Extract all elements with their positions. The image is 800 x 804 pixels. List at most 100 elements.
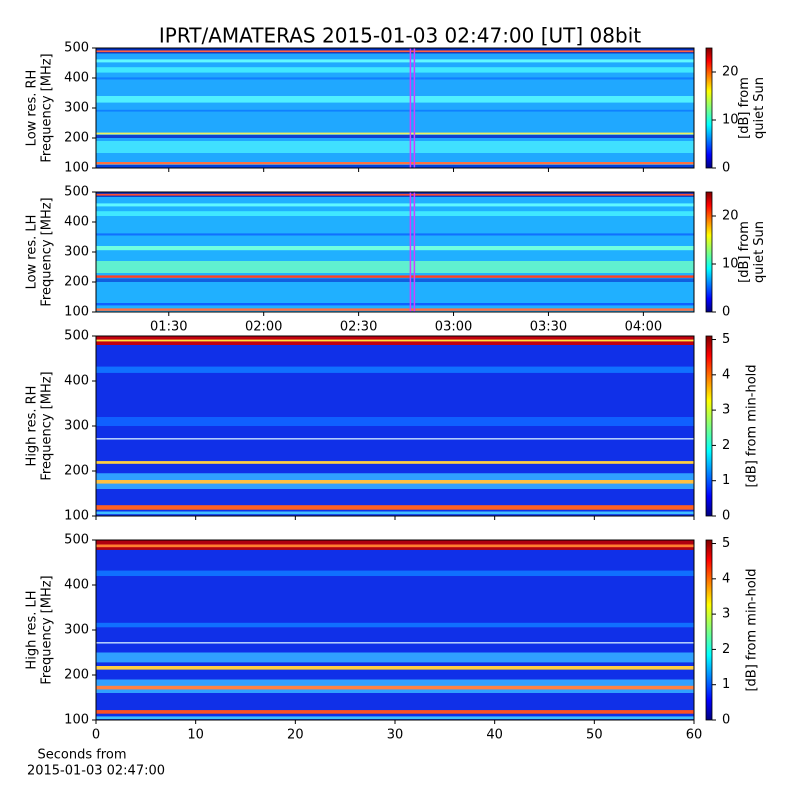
heatmap-band xyxy=(96,308,694,311)
heatmap-band xyxy=(96,570,694,576)
heatmap-band xyxy=(96,622,694,628)
heatmap-background xyxy=(96,192,694,312)
y-tick-label: 300 xyxy=(64,419,89,434)
x-tick-label: 01:30 xyxy=(150,320,187,335)
x-tick-label: 60 xyxy=(686,728,703,743)
heatmap-band xyxy=(96,67,694,73)
colorbar xyxy=(705,47,713,169)
heatmap-band xyxy=(96,275,694,278)
y-tick-label: 500 xyxy=(64,533,89,548)
y-axis-label: Frequency [MHz] xyxy=(40,53,55,162)
heatmap-band xyxy=(96,203,694,207)
colorbar-tick-label: 1 xyxy=(722,473,730,488)
y-tick-label: 500 xyxy=(64,329,89,344)
colorbar xyxy=(705,539,713,721)
x-axis-label: 2015-01-03 02:47:00 xyxy=(27,764,165,779)
colorbar-tick-label: 0 xyxy=(722,509,730,524)
heatmap-band xyxy=(96,544,694,548)
y-tick-label: 100 xyxy=(64,305,89,320)
colorbar-label: [dB] from xyxy=(737,77,752,139)
heatmap-band xyxy=(96,132,694,135)
colorbar-tick-label: 10 xyxy=(722,257,739,272)
heatmap-band xyxy=(96,480,694,484)
y-tick-label: 100 xyxy=(64,509,89,524)
y-tick-label: 500 xyxy=(64,41,89,56)
colorbar-tick-label: 1 xyxy=(722,677,730,692)
heatmap-band xyxy=(96,710,694,714)
heatmap-band xyxy=(96,505,694,510)
y-tick-label: 300 xyxy=(64,623,89,638)
y-tick-label: 100 xyxy=(64,713,89,728)
y-tick-label: 500 xyxy=(64,185,89,200)
x-tick-label: 20 xyxy=(287,728,304,743)
colorbar-tick-label: 2 xyxy=(722,642,730,657)
colorbar-tick-label: 5 xyxy=(722,332,730,347)
y-tick-label: 200 xyxy=(64,275,89,290)
heatmap-band xyxy=(96,162,694,165)
y-tick-label: 400 xyxy=(64,578,89,593)
x-tick-label: 03:30 xyxy=(530,320,567,335)
colorbar-tick-label: 0 xyxy=(722,713,730,728)
y-axis-label: Low res. RH xyxy=(25,70,40,147)
colorbar-label: [dB] from xyxy=(737,221,752,283)
heatmap-band xyxy=(96,417,694,426)
colorbar-tick-label: 20 xyxy=(722,209,739,224)
heatmap-band xyxy=(96,233,694,236)
heatmap-band xyxy=(96,77,694,80)
y-axis-label: High res. LH xyxy=(25,590,40,669)
y-axis-label: Low res. LH xyxy=(25,215,40,290)
y-tick-label: 200 xyxy=(64,668,89,683)
heatmap-band xyxy=(96,59,694,63)
colorbar-label: quiet Sun xyxy=(752,221,767,283)
heatmap-band xyxy=(96,96,694,103)
heatmap-band xyxy=(96,165,694,168)
y-tick-label: 400 xyxy=(64,71,89,86)
heatmap-band xyxy=(96,193,694,196)
heatmap-band xyxy=(96,685,694,690)
heatmap-band xyxy=(96,511,694,515)
heatmap-band xyxy=(96,303,694,306)
heatmap-band xyxy=(96,666,694,670)
colorbar-tick-label: 3 xyxy=(722,403,730,418)
colorbar-tick-label: 5 xyxy=(722,536,730,551)
heatmap-band xyxy=(96,109,694,112)
colorbar-label: [dB] from min-hold xyxy=(745,364,760,487)
heatmap-band xyxy=(96,652,694,663)
figure-title: IPRT/AMATERAS 2015-01-03 02:47:00 [UT] 0… xyxy=(159,24,641,48)
colorbar-tick-label: 0 xyxy=(722,161,730,176)
y-tick-label: 300 xyxy=(64,101,89,116)
y-axis-label: Frequency [MHz] xyxy=(40,197,55,306)
x-tick-label: 03:00 xyxy=(435,320,472,335)
x-tick-label: 10 xyxy=(187,728,204,743)
y-tick-label: 200 xyxy=(64,131,89,146)
x-tick-label: 50 xyxy=(586,728,603,743)
colorbar-tick-label: 3 xyxy=(722,607,730,622)
heatmap-band xyxy=(96,50,694,53)
x-tick-label: 02:00 xyxy=(245,320,282,335)
heatmap-band xyxy=(96,278,694,282)
y-tick-label: 400 xyxy=(64,215,89,230)
colorbar-tick-label: 20 xyxy=(722,65,739,80)
colorbar xyxy=(705,191,713,313)
x-tick-label: 0 xyxy=(92,728,100,743)
colorbar-tick-label: 2 xyxy=(722,438,730,453)
heatmap-band xyxy=(96,261,694,273)
x-tick-label: 30 xyxy=(387,728,404,743)
y-tick-label: 400 xyxy=(64,374,89,389)
y-axis-label: Frequency [MHz] xyxy=(40,371,55,480)
colorbar-label: [dB] from min-hold xyxy=(745,568,760,691)
heatmap-band xyxy=(96,246,694,251)
heatmap-band xyxy=(96,716,694,720)
heatmap-band xyxy=(96,366,694,373)
heatmap-band xyxy=(96,642,694,644)
heatmap-band xyxy=(96,461,694,464)
colorbar-tick-label: 0 xyxy=(722,305,730,320)
heatmap-band xyxy=(96,135,694,138)
colorbar-tick-label: 10 xyxy=(722,113,739,128)
heatmap-band xyxy=(96,141,694,153)
x-tick-label: 04:00 xyxy=(625,320,662,335)
y-axis-label: High res. RH xyxy=(25,386,40,467)
colorbar xyxy=(705,335,713,517)
colorbar-label: quiet Sun xyxy=(752,77,767,139)
